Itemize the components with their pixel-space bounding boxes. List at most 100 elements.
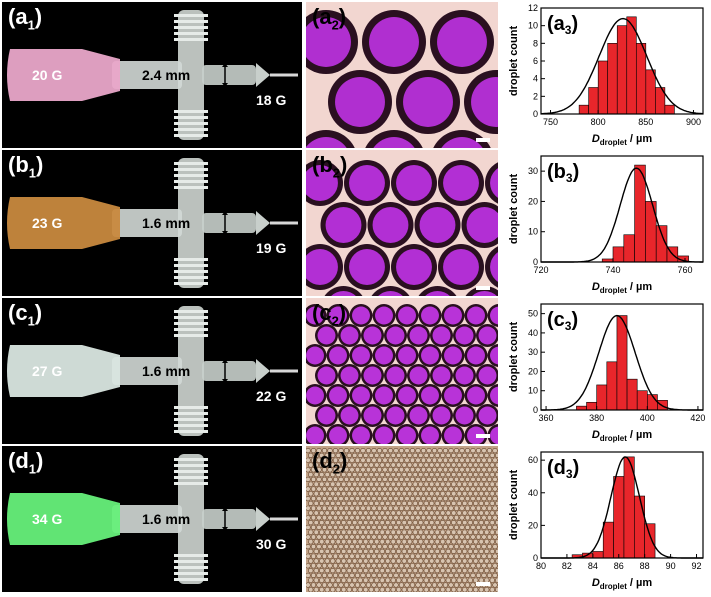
histogram-bar	[614, 476, 624, 558]
inlet-needle-hub	[7, 345, 120, 397]
needle-assembly-drawing: 20 G 2.4 mm 18 G	[2, 2, 302, 148]
x-axis-label: Ddroplet / µm	[592, 133, 653, 147]
panel-label: (c2)	[312, 302, 346, 327]
x-tick-label: 850	[638, 117, 653, 127]
y-tick-label: 20	[528, 520, 538, 530]
histogram-bar	[617, 26, 627, 114]
histogram-bar	[597, 385, 607, 410]
droplet-micrograph-panel: (c2)	[306, 298, 498, 444]
device-photo-panel: 34 G 1.6 mm 30 G (d1)	[2, 446, 302, 592]
y-tick-label: 0	[533, 109, 538, 119]
outlet-needle	[270, 74, 298, 77]
y-tick-label: 60	[528, 455, 538, 465]
x-tick-label: 88	[640, 561, 650, 571]
panel-label: (c3)	[547, 309, 578, 333]
x-tick-label: 400	[640, 413, 655, 423]
outlet-needle	[270, 370, 298, 373]
inlet-gauge-label: 23 G	[32, 215, 62, 231]
histogram-bar	[608, 43, 618, 114]
y-tick-label: 30	[528, 166, 538, 176]
droplet-micrograph-panel: (d2)	[306, 446, 498, 592]
histogram-bar	[598, 61, 608, 114]
histogram-bar	[635, 165, 646, 262]
droplet-micrograph-panel: (b2)	[306, 150, 498, 296]
histogram-bar	[624, 235, 635, 262]
histogram-bar	[634, 496, 644, 558]
outlet-gauge-label: 22 G	[256, 388, 286, 404]
gap-distance-label: 1.6 mm	[142, 511, 190, 527]
y-tick-label: 10	[528, 386, 538, 396]
y-tick-label: 40	[528, 488, 538, 498]
histogram-bar	[617, 316, 627, 410]
y-tick-label: 0	[533, 257, 538, 267]
scale-bar	[476, 434, 490, 438]
outlet-needle	[270, 518, 298, 521]
x-tick-label: 84	[588, 561, 598, 571]
x-tick-label: 86	[614, 561, 624, 571]
outlet-gauge-label: 19 G	[256, 240, 286, 256]
x-tick-label: 82	[562, 561, 572, 571]
x-tick-label: 750	[543, 117, 558, 127]
y-tick-label: 0	[533, 553, 538, 563]
histogram-bar	[645, 524, 655, 558]
device-photo-panel: 20 G 2.4 mm 18 G (a1)	[2, 2, 302, 148]
y-axis-label: droplet count	[508, 322, 520, 393]
x-axis-label: Ddroplet / µm	[592, 577, 653, 591]
panel-label: (a1)	[8, 6, 42, 31]
x-axis-label: Ddroplet / µm	[592, 281, 653, 295]
outlet-gauge-label: 30 G	[256, 536, 286, 552]
needle-assembly-drawing: 34 G 1.6 mm 30 G	[2, 446, 302, 592]
y-tick-label: 2	[533, 91, 538, 101]
x-tick-label: 420	[690, 413, 705, 423]
gap-distance-label: 2.4 mm	[142, 67, 190, 83]
histogram-bar	[589, 88, 599, 115]
inlet-gauge-label: 34 G	[32, 511, 62, 527]
inlet-gauge-label: 20 G	[32, 67, 62, 83]
histogram-bar	[636, 43, 646, 114]
histogram-bar	[646, 70, 656, 114]
scale-bar	[476, 582, 490, 586]
panel-label: (a3)	[547, 13, 578, 37]
x-tick-label: 380	[589, 413, 604, 423]
panel-label: (a2)	[312, 6, 346, 31]
y-tick-label: 20	[528, 196, 538, 206]
inlet-needle-hub	[7, 49, 120, 101]
inlet-needle-hub	[7, 197, 120, 249]
y-tick-label: 40	[528, 328, 538, 338]
histogram-bar	[627, 17, 637, 114]
histogram-bar	[587, 402, 597, 410]
outlet-gauge-label: 18 G	[256, 92, 286, 108]
panel-label: (c1)	[8, 302, 42, 327]
y-tick-label: 20	[528, 366, 538, 376]
x-tick-label: 360	[539, 413, 554, 423]
panel-label: (b3)	[547, 161, 579, 185]
inlet-gauge-label: 27 G	[32, 363, 62, 379]
scale-bar	[476, 286, 490, 290]
x-tick-label: 760	[677, 265, 692, 275]
y-tick-label: 8	[533, 38, 538, 48]
y-tick-label: 10	[528, 227, 538, 237]
panel-label: (d1)	[8, 450, 43, 475]
histogram-bar	[637, 391, 647, 410]
x-tick-label: 92	[692, 561, 702, 571]
y-tick-label: 30	[528, 347, 538, 357]
histogram-bar	[613, 247, 624, 262]
inlet-needle-hub	[7, 493, 120, 545]
panel-label: (b2)	[312, 154, 347, 179]
droplet-micrograph-panel: (a2)	[306, 2, 498, 148]
y-axis-label: droplet count	[508, 174, 520, 245]
histogram-bar	[593, 551, 603, 558]
y-tick-label: 4	[533, 74, 538, 84]
scale-bar	[476, 138, 490, 142]
panel-label: (d2)	[312, 450, 347, 475]
histogram-bar	[607, 362, 617, 410]
y-tick-label: 6	[533, 56, 538, 66]
histogram-bar	[579, 105, 589, 114]
y-axis-label: droplet count	[508, 26, 520, 97]
